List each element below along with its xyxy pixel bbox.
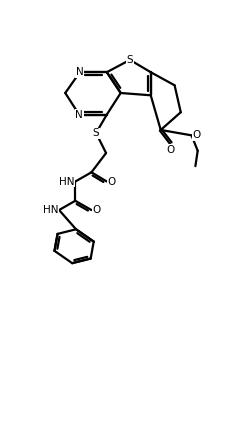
Text: O: O: [108, 176, 116, 187]
Text: N: N: [75, 110, 83, 119]
Text: HN: HN: [59, 176, 74, 187]
Text: O: O: [192, 130, 201, 141]
Text: S: S: [127, 55, 133, 65]
Text: O: O: [92, 205, 100, 215]
Text: HN: HN: [43, 205, 58, 215]
Text: N: N: [76, 67, 84, 77]
Text: O: O: [167, 145, 175, 154]
Text: S: S: [93, 128, 99, 138]
